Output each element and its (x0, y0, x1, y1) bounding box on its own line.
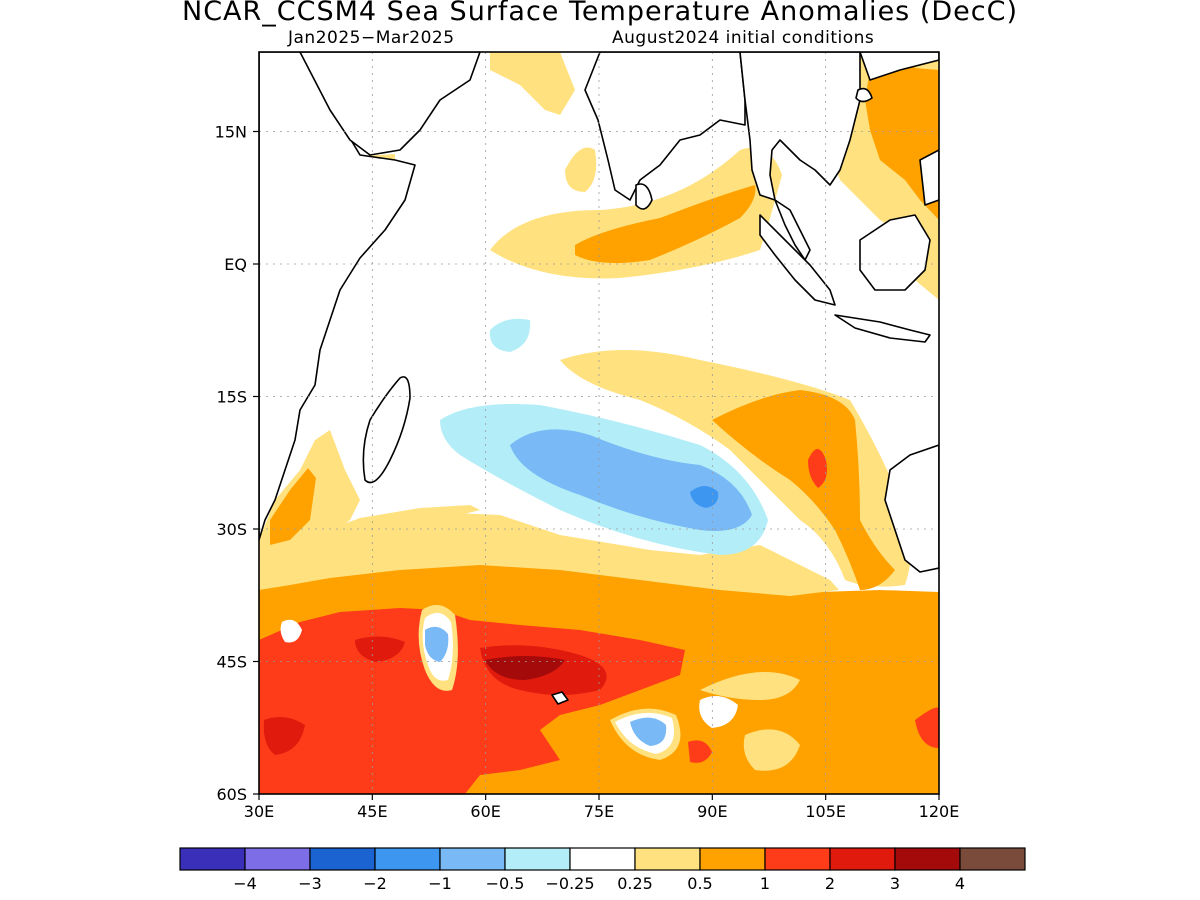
colorbar-swatch (569, 847, 636, 871)
south-yellow-blob-2 (743, 729, 800, 771)
forecast-period: Jan2025−Mar2025 (288, 28, 455, 48)
colorbar-swatch (374, 847, 441, 871)
lon-tick-label: 75E (584, 802, 614, 821)
central-cold-medium (510, 429, 752, 531)
initial-conditions: August2024 initial conditions (612, 28, 875, 48)
anomaly-field (259, 52, 939, 794)
sumatra (759, 214, 836, 306)
colorbar-label: 1 (760, 874, 770, 893)
colorbar-label: −1 (428, 874, 452, 893)
map-title: NCAR_CCSM4 Sea Surface Temperature Anoma… (182, 0, 1018, 27)
malay-peninsula (774, 199, 811, 261)
cold-eddy-3 (699, 696, 738, 728)
colorbar-swatch (764, 847, 831, 871)
colorbar-swatch (309, 847, 376, 871)
cold-eddy-2-blue (630, 717, 667, 746)
sw-coastal-orange (270, 468, 316, 545)
colorbar-label: −0.5 (486, 874, 525, 893)
lat-tick-label: 15N (215, 123, 247, 142)
arabian-sea-warm (565, 147, 597, 192)
axis-labels: 30E 45E 60E 75E 90E 105E 120E 15N EQ 15S 30S 45S 60S (215, 123, 960, 822)
colorbar-label: 2 (825, 874, 835, 893)
lon-tick-label: 45E (357, 802, 387, 821)
southern-dark-red-1 (263, 716, 305, 755)
lat-tick-label: 45S (216, 653, 247, 672)
arabia (299, 52, 481, 156)
southern-light-band (259, 512, 839, 596)
land-masses (259, 52, 939, 705)
central-cold-core (690, 486, 719, 508)
colorbar-label: 4 (955, 874, 965, 893)
indochina-peninsula (739, 52, 861, 201)
colorbar-swatch (179, 847, 246, 871)
colorbar-label: 0.5 (687, 874, 712, 893)
colorbar-swatch (894, 847, 961, 871)
lon-tick-label: 90E (697, 802, 727, 821)
south-east-red (915, 707, 939, 748)
java (834, 314, 931, 343)
colorbar-swatch (829, 847, 896, 871)
colorbar-label: 3 (890, 874, 900, 893)
madagascar (362, 376, 411, 484)
colorbar-swatch (699, 847, 766, 871)
colorbar-label: −3 (298, 874, 322, 893)
west-cold-spot (489, 318, 531, 352)
cold-eddy-1-blue (425, 626, 449, 662)
south-red-dot (688, 740, 712, 763)
colorbar-label: 0.25 (617, 874, 653, 893)
lat-tick-label: 30S (216, 520, 247, 539)
lon-tick-label: 60E (470, 802, 500, 821)
india (584, 52, 746, 201)
equatorial-orange-band (575, 185, 756, 264)
colorbar-swatch (634, 847, 701, 871)
lon-tick-label: 120E (919, 802, 960, 821)
grid-lines (259, 52, 939, 794)
lon-tick-label: 105E (805, 802, 846, 821)
australia (884, 444, 939, 573)
colorbar-label: −0.25 (545, 874, 594, 893)
colorbar-swatch (959, 847, 1026, 871)
southern-darkest-red (485, 656, 565, 680)
south-white-dot (280, 619, 302, 643)
hainan (855, 87, 873, 103)
arabian-coast-warm (490, 52, 575, 115)
colorbar-swatch (244, 847, 311, 871)
lon-tick-label: 30E (244, 802, 274, 821)
lat-tick-label: 15S (216, 388, 247, 407)
lat-tick-label: 60S (216, 785, 247, 804)
sri-lanka (635, 183, 653, 210)
south-yellow-blob (700, 672, 800, 700)
colorbar-label: −2 (363, 874, 387, 893)
equatorial-light-band (490, 147, 782, 279)
se-orange-region (712, 390, 895, 590)
lat-tick-label: EQ (224, 255, 247, 274)
philippines-region (919, 149, 939, 206)
se-red-spot (808, 449, 827, 488)
colorbar-swatch (504, 847, 571, 871)
colorbar-swatch (439, 847, 506, 871)
colorbar: −4 −3 −2 −1 −0.5 −0.25 0.25 0.5 1 2 3 4 (179, 847, 1026, 893)
colorbar-label: −4 (233, 874, 257, 893)
southern-dark-red-2 (355, 636, 405, 662)
scs-orange (865, 55, 939, 220)
borneo (859, 214, 931, 291)
asia-north (859, 52, 939, 81)
southern-light-band-2 (259, 505, 480, 580)
kerguelen (551, 691, 569, 705)
